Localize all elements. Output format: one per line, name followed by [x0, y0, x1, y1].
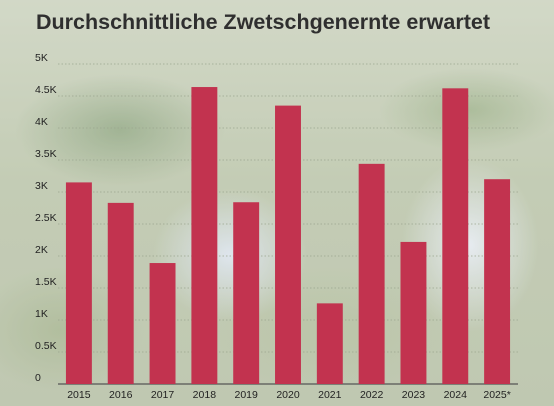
x-tick-label: 2019: [235, 389, 259, 401]
y-tick-label: 0: [35, 372, 41, 384]
bars: [65, 87, 511, 384]
x-tick-label: 2021: [318, 389, 342, 401]
x-tick-label: 2023: [402, 389, 426, 401]
bar-2020: [275, 105, 301, 384]
y-tick-label: 3K: [35, 180, 48, 192]
y-tick-label: 5K: [35, 52, 48, 64]
x-tick-label: 2015: [67, 389, 91, 401]
bar-2023: [400, 241, 427, 384]
bar-2019: [233, 202, 260, 384]
y-tick-labels: 0 0.5K 1K 1.5K 2K 2.5K 3K 3.5K 4K 4.5K 5K: [35, 52, 57, 384]
x-tick-label: 2018: [193, 389, 217, 401]
y-tick-label: 3.5K: [35, 148, 57, 160]
bar-2022: [358, 163, 385, 384]
bar-2021: [316, 303, 343, 384]
x-tick-label: 2020: [276, 389, 300, 401]
x-tick-label: 2025*: [483, 389, 510, 401]
bar-2018: [191, 87, 218, 384]
y-tick-label: 2.5K: [35, 212, 57, 224]
y-tick-label: 1.5K: [35, 276, 57, 288]
x-tick-label: 2024: [444, 389, 468, 401]
x-tick-label: 2017: [151, 389, 175, 401]
bar-2024: [442, 88, 469, 384]
y-tick-label: 0.5K: [35, 340, 57, 352]
x-tick-label: 2022: [360, 389, 384, 401]
y-tick-label: 4K: [35, 116, 48, 128]
y-tick-label: 2K: [35, 244, 48, 256]
x-tick-label: 2016: [109, 389, 133, 401]
chart-title: Durchschnittliche Zwetschgenernte erwart…: [36, 10, 490, 34]
bar-2017: [149, 263, 176, 384]
bar-2015: [65, 182, 92, 384]
bar-2025*: [484, 179, 511, 384]
y-tick-label: 1K: [35, 308, 48, 320]
y-tick-label: 4.5K: [35, 84, 57, 96]
bar-2016: [107, 202, 134, 384]
x-tick-labels: 2015 2016 2017 2018 2019 2020 2021 2022 2023 2024…: [67, 389, 511, 401]
